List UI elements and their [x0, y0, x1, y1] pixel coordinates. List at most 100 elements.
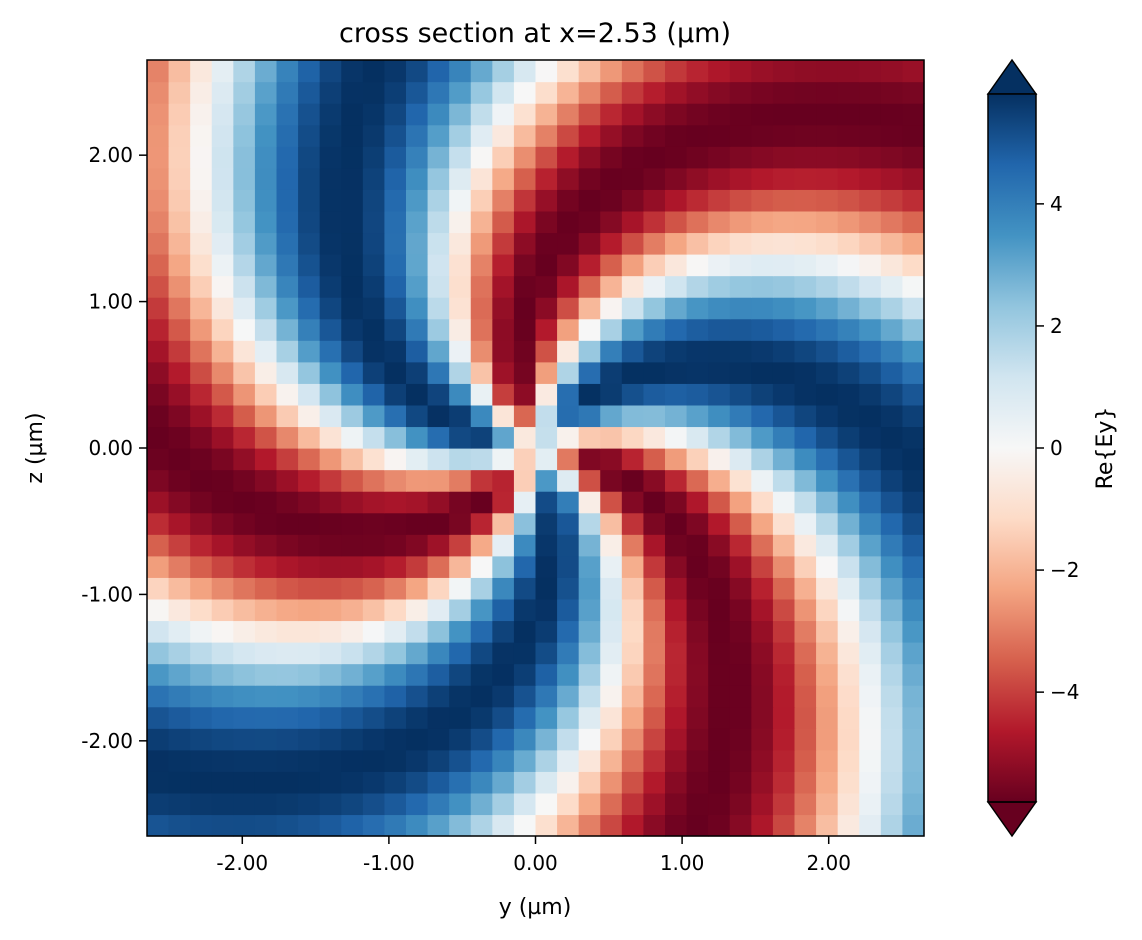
heatmap-cell [816, 146, 839, 169]
heatmap-cell [492, 771, 515, 794]
heatmap-cell [298, 275, 321, 298]
heatmap-cell [902, 620, 925, 643]
heatmap-cell [729, 728, 752, 751]
heatmap-cell [298, 167, 321, 190]
heatmap-cell [276, 81, 299, 104]
heatmap-cell [535, 469, 558, 492]
heatmap-cell [535, 426, 558, 449]
heatmap-cell [751, 340, 774, 363]
heatmap-cell [665, 361, 688, 384]
heatmap-cell [535, 340, 558, 363]
heatmap-cell [470, 404, 493, 428]
heatmap-cell [470, 254, 493, 277]
heatmap-cell [470, 728, 493, 751]
heatmap-cell [211, 469, 234, 492]
heatmap-cell [880, 297, 904, 320]
heatmap-cell [362, 383, 386, 406]
heatmap-cell [298, 232, 321, 255]
heatmap-cell [751, 81, 774, 104]
heatmap-cell [406, 491, 429, 514]
heatmap-cell [600, 448, 623, 471]
heatmap-cell [384, 167, 407, 190]
heatmap-cell [902, 60, 925, 83]
heatmap-cell [557, 577, 580, 600]
heatmap-cell [751, 210, 774, 234]
heatmap-cell [859, 706, 882, 729]
heatmap-cell [621, 728, 645, 751]
heatmap-cell [902, 404, 925, 428]
heatmap-cell [902, 448, 925, 471]
heatmap-cell [837, 81, 860, 104]
heatmap-cell [902, 749, 925, 772]
heatmap-cell [880, 404, 904, 428]
heatmap-cell [772, 167, 796, 190]
heatmap-cell [319, 426, 342, 449]
heatmap-cell [535, 103, 558, 126]
heatmap-cell [880, 491, 904, 514]
heatmap-cell [816, 448, 839, 471]
heatmap-cell [492, 404, 515, 428]
heatmap-cell [470, 210, 493, 234]
heatmap-cell [665, 167, 688, 190]
heatmap-cell [470, 448, 493, 471]
heatmap-cell [233, 383, 256, 406]
heatmap-cell [816, 534, 839, 557]
heatmap-cell [276, 383, 299, 406]
heatmap-cell [190, 297, 213, 320]
heatmap-cell [578, 426, 601, 449]
heatmap-cell [621, 167, 645, 190]
heatmap-cell [362, 555, 386, 578]
heatmap-cell [751, 469, 774, 492]
heatmap-cell [578, 146, 601, 169]
heatmap-cell [643, 555, 666, 578]
colorbar-tick-label: 2 [1050, 314, 1063, 338]
heatmap-cell [254, 685, 278, 708]
heatmap-cell [643, 361, 666, 384]
heatmap-cell [427, 469, 450, 492]
heatmap-cell [794, 383, 817, 406]
heatmap-cell [751, 254, 774, 277]
heatmap-cell [665, 275, 688, 298]
heatmap-cell [751, 361, 774, 384]
heatmap-cell [794, 81, 817, 104]
heatmap-cell [880, 792, 904, 816]
heatmap-cell [254, 642, 278, 665]
heatmap-cell [557, 340, 580, 363]
heatmap-cell [708, 448, 731, 471]
heatmap-cell [600, 146, 623, 169]
heatmap-cell [254, 81, 278, 104]
heatmap-cell [427, 555, 450, 578]
heatmap-cell [513, 771, 537, 794]
heatmap-cell [211, 81, 234, 104]
heatmap-cell [751, 663, 774, 686]
heatmap-cell [492, 577, 515, 600]
heatmap-cell [902, 534, 925, 557]
heatmap-cell [729, 749, 752, 772]
heatmap-cell [513, 81, 537, 104]
heatmap-cell [449, 361, 472, 384]
heatmap-cell [751, 685, 774, 708]
heatmap-cell [535, 642, 558, 665]
heatmap-cell [794, 103, 817, 126]
heatmap-cell [837, 685, 860, 708]
heatmap-cell [902, 598, 925, 622]
heatmap-cell [168, 706, 191, 729]
heatmap-cell [837, 383, 860, 406]
heatmap-cell [513, 275, 537, 298]
heatmap-cell [254, 577, 278, 600]
heatmap-cell [406, 642, 429, 665]
heatmap-cell [449, 404, 472, 428]
heatmap-cell [168, 771, 191, 794]
heatmap-cell [341, 318, 364, 341]
heatmap-cell [319, 103, 342, 126]
heatmap-cell [902, 232, 925, 255]
heatmap-cell [449, 771, 472, 794]
heatmap-cell [276, 426, 299, 449]
heatmap-cell [319, 275, 342, 298]
heatmap-cell [211, 749, 234, 772]
heatmap-cell [492, 512, 515, 535]
heatmap-cell [384, 598, 407, 622]
heatmap-cell [665, 469, 688, 492]
heatmap-cell [859, 728, 882, 751]
heatmap-cell [427, 728, 450, 751]
